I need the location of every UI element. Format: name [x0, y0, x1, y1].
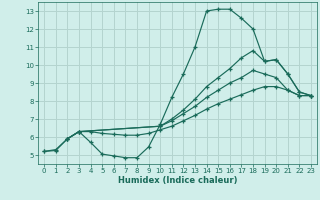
X-axis label: Humidex (Indice chaleur): Humidex (Indice chaleur): [118, 176, 237, 185]
